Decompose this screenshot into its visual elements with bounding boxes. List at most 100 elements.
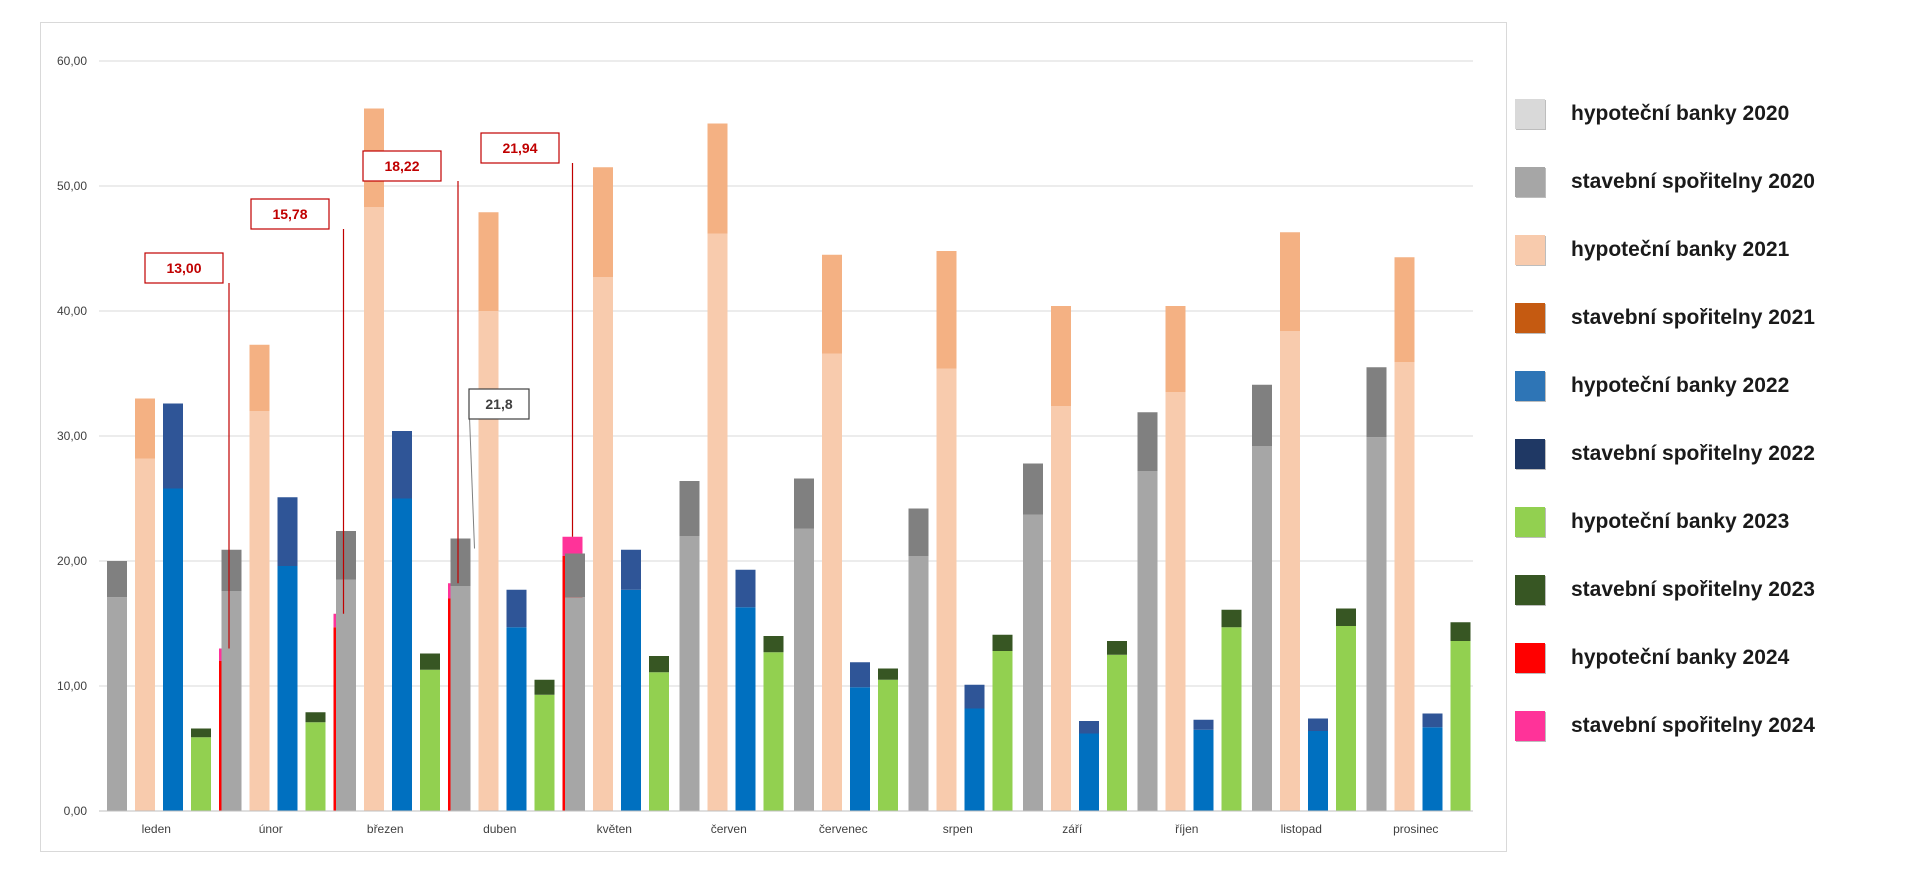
legend-swatch bbox=[1515, 235, 1545, 265]
bar-segment bbox=[621, 549, 641, 590]
legend-label: hypoteční banky 2024 bbox=[1571, 646, 1790, 669]
bar-segment bbox=[1079, 721, 1099, 734]
bar-segment bbox=[1422, 727, 1443, 811]
chart-area: 0,00 10,00 20,00 30,00 40,00 50,00 60,00 leden ú… bbox=[40, 22, 1507, 852]
bar-segment bbox=[1193, 719, 1214, 730]
legend-item: hypoteční banky 2022 bbox=[1515, 368, 1789, 404]
legend-swatch bbox=[1515, 167, 1545, 197]
legend-item: stavební spořitelny 2022 bbox=[1515, 436, 1815, 472]
stacked-bar-chart: 0,00 10,00 20,00 30,00 40,00 50,00 60,00 leden ú… bbox=[57, 54, 1473, 836]
bar-segment bbox=[1107, 654, 1127, 811]
bar-segment bbox=[1336, 626, 1356, 811]
x-tick-label: duben bbox=[483, 822, 516, 836]
bar-segment bbox=[249, 411, 270, 811]
callout-leader bbox=[468, 403, 475, 549]
bar-segment bbox=[1137, 412, 1158, 471]
bar-segment bbox=[191, 728, 211, 738]
legend-swatch bbox=[1515, 575, 1545, 605]
bar-segment bbox=[420, 653, 440, 670]
callout-box bbox=[480, 132, 560, 164]
legend-swatch bbox=[1515, 711, 1545, 741]
x-tick-label: červenec bbox=[819, 822, 868, 836]
legend-swatch bbox=[1515, 371, 1545, 401]
bar-segment bbox=[822, 353, 842, 811]
bar-segment bbox=[1394, 257, 1415, 363]
x-tick-label: srpen bbox=[943, 822, 973, 836]
bar-segment bbox=[1107, 641, 1127, 655]
bar-segment bbox=[565, 597, 585, 811]
legend-item: hypoteční banky 2020 bbox=[1515, 96, 1789, 132]
y-tick-label: 60,00 bbox=[57, 54, 87, 68]
legend-label: stavební spořitelny 2022 bbox=[1571, 442, 1815, 465]
bar-segment bbox=[562, 536, 583, 556]
bar-segment bbox=[534, 694, 555, 811]
bar-segment bbox=[336, 531, 356, 580]
bar-segment bbox=[707, 123, 728, 234]
x-tick-label: listopad bbox=[1281, 822, 1322, 836]
bar-segment bbox=[1450, 641, 1471, 811]
legend-item: hypoteční banky 2023 bbox=[1515, 504, 1789, 540]
bar-segment bbox=[336, 579, 356, 811]
bar-segment bbox=[221, 591, 242, 811]
bar-segment bbox=[1193, 729, 1214, 811]
y-tick-label: 0,00 bbox=[64, 804, 88, 818]
y-tick-label: 30,00 bbox=[57, 429, 87, 443]
legend-swatch bbox=[1515, 439, 1545, 469]
data-label: 21,94 bbox=[502, 140, 537, 156]
bar-segment bbox=[1051, 306, 1071, 406]
legend-item: hypoteční banky 2024 bbox=[1515, 640, 1789, 676]
bar-segment bbox=[992, 651, 1013, 811]
bar-segment bbox=[794, 478, 814, 529]
bar-segment bbox=[392, 498, 412, 811]
bar-segment bbox=[163, 488, 183, 811]
bar-segment bbox=[735, 569, 756, 608]
legend-label: stavební spořitelny 2021 bbox=[1571, 306, 1815, 329]
bar-segment bbox=[822, 254, 842, 354]
bar-segment bbox=[593, 277, 613, 811]
bar-segment bbox=[763, 652, 784, 811]
bar-segment bbox=[593, 167, 613, 278]
legend-label: hypoteční banky 2022 bbox=[1571, 374, 1790, 397]
bar-segment bbox=[621, 589, 641, 811]
legend-swatch bbox=[1515, 99, 1545, 129]
legend-item: stavební spořitelny 2020 bbox=[1515, 164, 1815, 200]
bar-segment bbox=[565, 553, 585, 598]
bar-segment bbox=[1280, 331, 1300, 811]
data-label: 18,22 bbox=[384, 158, 419, 174]
bar-segment bbox=[878, 679, 898, 811]
bar-segment bbox=[1165, 392, 1186, 811]
legend-label: hypoteční banky 2020 bbox=[1571, 102, 1790, 125]
bar-segment bbox=[679, 536, 700, 811]
callout-box bbox=[468, 388, 530, 420]
bar-segment bbox=[506, 627, 527, 811]
bar-segment bbox=[707, 233, 728, 811]
legend-label: stavební spořitelny 2024 bbox=[1571, 714, 1815, 737]
bar-segment bbox=[478, 212, 499, 311]
legend-label: hypoteční banky 2021 bbox=[1571, 238, 1790, 261]
data-label: 13,00 bbox=[166, 260, 201, 276]
callout-box bbox=[250, 198, 330, 230]
x-tick-label: leden bbox=[142, 822, 171, 836]
bar-segment bbox=[277, 497, 298, 566]
legend-label: hypoteční banky 2023 bbox=[1571, 510, 1790, 533]
bar-segment bbox=[1422, 713, 1443, 728]
bar-segment bbox=[534, 679, 555, 695]
bar-segment bbox=[649, 672, 669, 811]
x-tick-label: prosinec bbox=[1393, 822, 1438, 836]
bar-segment bbox=[1051, 406, 1071, 811]
bar-segment bbox=[850, 662, 870, 688]
legend-item: stavební spořitelny 2023 bbox=[1515, 572, 1815, 608]
x-tick-label: březen bbox=[367, 822, 404, 836]
x-tick-label: říjen bbox=[1175, 822, 1198, 836]
bar-segment bbox=[735, 607, 756, 811]
bar-segment bbox=[1252, 384, 1272, 446]
data-label: 15,78 bbox=[272, 206, 307, 222]
bar-segment bbox=[107, 597, 127, 811]
legend-swatch bbox=[1515, 643, 1545, 673]
bar-segment bbox=[364, 207, 384, 811]
data-label: 21,8 bbox=[485, 396, 512, 412]
bar-segment bbox=[850, 687, 870, 811]
bar-segment bbox=[1221, 627, 1242, 811]
legend-swatch bbox=[1515, 507, 1545, 537]
bar-segment bbox=[763, 636, 784, 653]
